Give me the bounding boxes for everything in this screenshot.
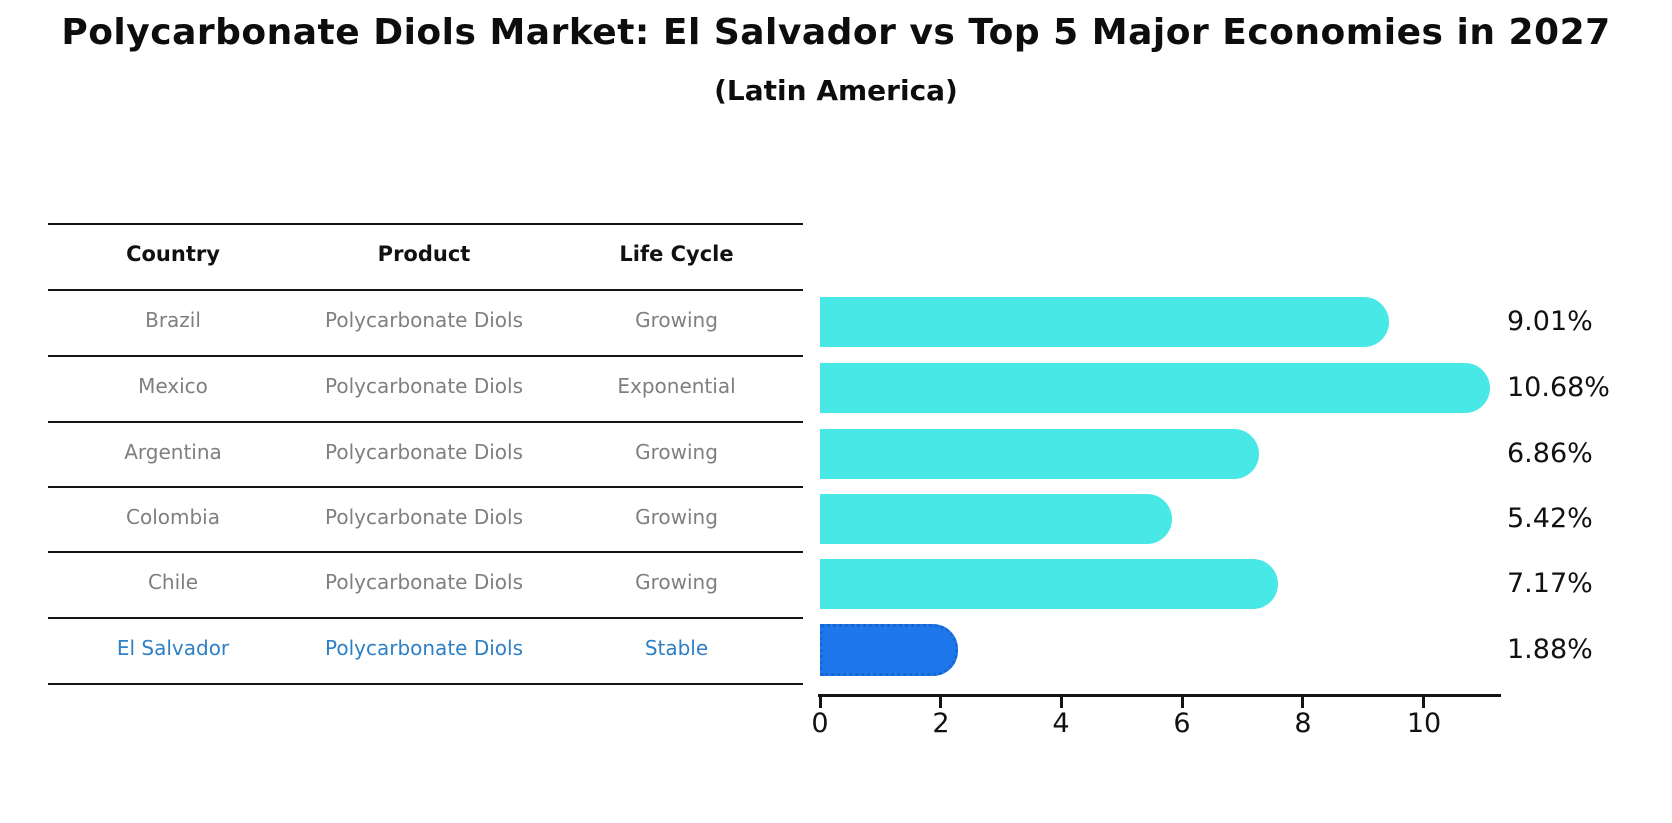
table-top-rule [48, 223, 803, 225]
x-axis-tick-label: 10 [1406, 708, 1442, 739]
table-bottom-rule [48, 683, 803, 685]
x-axis-tick-label: 4 [1052, 708, 1070, 739]
x-axis-line [818, 694, 1501, 697]
table-header-product: Product [377, 242, 471, 266]
table-header-life-cycle: Life Cycle [619, 242, 734, 266]
table-cell-product: Polycarbonate Diols [325, 570, 523, 594]
table-cell-product: Polycarbonate Diols [325, 505, 523, 529]
table-row-rule [48, 421, 803, 423]
bar-brazil [820, 297, 1389, 347]
table-cell-country: Argentina [124, 440, 222, 464]
table-cell-country: Mexico [138, 374, 208, 398]
table-cell-country: Chile [147, 570, 199, 594]
x-axis-tick-label: 6 [1173, 708, 1191, 739]
table-cell-life-cycle: Growing [635, 308, 718, 332]
chart-title: Polycarbonate Diols Market: El Salvador … [61, 12, 1611, 53]
bar-mexico [820, 363, 1490, 413]
table-cell-product: Polycarbonate Diols [325, 374, 523, 398]
table-cell-life-cycle: Exponential [617, 374, 736, 398]
bar-el-salvador [820, 624, 958, 676]
bar-value-label: 9.01% [1507, 306, 1593, 337]
x-axis-tick [939, 696, 942, 708]
table-row-rule [48, 289, 803, 291]
table-cell-life-cycle: Growing [635, 570, 718, 594]
bar-argentina [820, 429, 1259, 479]
table-cell-life-cycle: Growing [635, 440, 718, 464]
table-row-rule [48, 551, 803, 553]
table-cell-product: Polycarbonate Diols [325, 636, 523, 660]
table-row-rule [48, 617, 803, 619]
x-axis-tick [819, 696, 822, 708]
table-cell-product: Polycarbonate Diols [325, 308, 523, 332]
bar-value-label: 1.88% [1507, 634, 1593, 665]
table-cell-product: Polycarbonate Diols [325, 440, 523, 464]
x-axis-tick [1060, 696, 1063, 708]
x-axis-tick-label: 0 [811, 708, 829, 739]
table-cell-country: El Salvador [116, 636, 230, 660]
table-cell-country: Colombia [126, 505, 220, 529]
table-row-rule [48, 355, 803, 357]
table-header-country: Country [126, 242, 220, 266]
chart-subtitle: (Latin America) [714, 74, 958, 107]
table-cell-life-cycle: Growing [635, 505, 718, 529]
bar-value-label: 5.42% [1507, 503, 1593, 534]
bar-value-label: 10.68% [1507, 372, 1610, 403]
x-axis-tick [1422, 696, 1425, 708]
table-cell-life-cycle: Stable [644, 636, 709, 660]
x-axis-tick-label: 8 [1294, 708, 1312, 739]
x-axis-tick [1301, 696, 1304, 708]
bar-colombia [820, 494, 1172, 544]
table-row-rule [48, 486, 803, 488]
bar-value-label: 7.17% [1507, 568, 1593, 599]
bar-value-label: 6.86% [1507, 438, 1593, 469]
bar-chile [820, 559, 1278, 609]
table-cell-country: Brazil [145, 308, 201, 332]
x-axis-tick [1181, 696, 1184, 708]
x-axis-tick-label: 2 [932, 708, 950, 739]
